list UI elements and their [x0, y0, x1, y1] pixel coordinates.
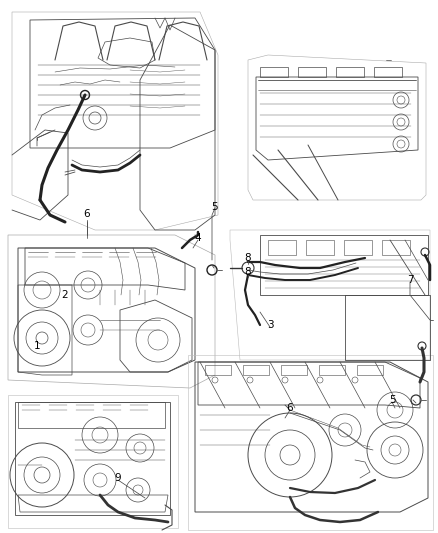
- Text: 9: 9: [115, 473, 121, 483]
- Text: 7: 7: [407, 275, 413, 285]
- Text: 1: 1: [34, 341, 40, 351]
- Text: 8: 8: [245, 253, 251, 263]
- Text: 5: 5: [389, 395, 396, 405]
- Text: 4: 4: [194, 233, 201, 243]
- Text: 6: 6: [84, 209, 90, 219]
- Text: 3: 3: [267, 320, 273, 330]
- Text: 6: 6: [287, 403, 293, 413]
- Text: 8: 8: [245, 267, 251, 277]
- Text: 5: 5: [212, 202, 218, 212]
- Text: 2: 2: [62, 290, 68, 300]
